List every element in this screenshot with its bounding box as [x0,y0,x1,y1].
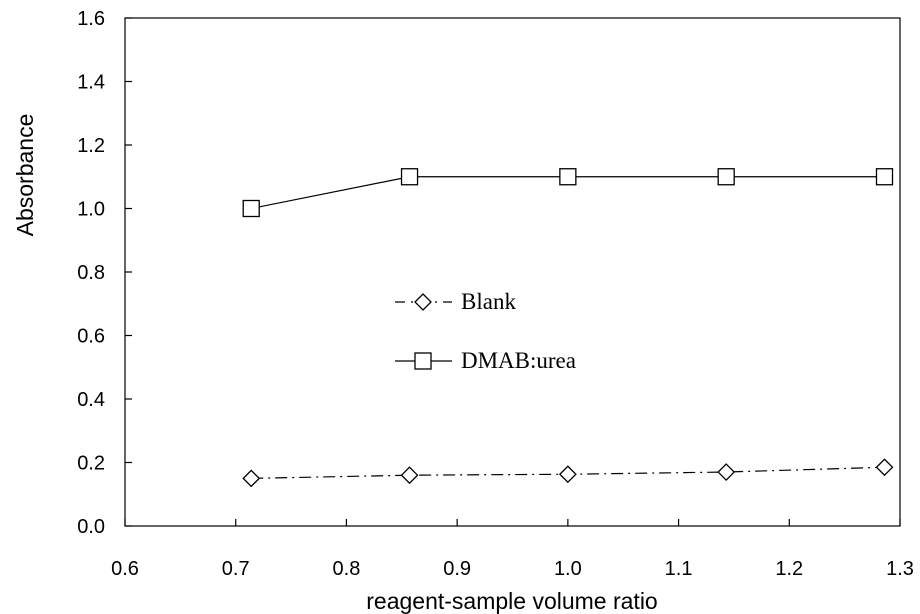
y-tick-label: 0.2 [77,453,105,475]
y-tick-label: 1.4 [77,72,105,94]
y-tick-label: 1.6 [77,8,105,30]
y-tick-label: 0.8 [77,262,105,284]
data-point-blank [875,458,894,477]
data-point-dmab-urea [400,168,419,186]
plot-frame [124,17,901,527]
data-point-blank [558,465,577,484]
data-point-dmab-urea [559,168,577,186]
data-point-dmab-urea [242,199,260,218]
x-tick-label: 1.3 [886,558,914,580]
legend-label-dmab-urea: DMAB:urea [461,348,576,373]
y-tick-label: 1.0 [77,199,105,221]
x-axis-title: reagent-sample volume ratio [366,588,657,614]
x-tick-label: 1.1 [665,558,693,580]
y-tick-label: 0.6 [77,326,105,348]
data-point-blank [242,469,261,488]
y-axis-ticks: 0.0 0.2 0.4 0.6 0.8 1.0 1.2 1.4 1.6 [77,8,132,538]
legend-marker-blank [414,293,432,311]
x-axis-ticks: 0.6 0.7 0.8 0.9 1.0 1.1 1.2 1.3 [111,519,914,580]
data-point-blank [400,466,419,485]
series-layer [242,168,894,488]
y-tick-label: 0.0 [77,516,105,538]
x-tick-label: 1.2 [775,558,803,580]
legend-label-blank: Blank [461,289,516,314]
y-tick-label: 0.4 [77,389,105,411]
legend: Blank DMAB:urea [395,289,576,373]
x-tick-label: 1.0 [554,558,582,580]
x-tick-label: 0.6 [111,558,139,580]
legend-marker-dmab-urea [414,352,432,370]
data-point-blank [717,463,736,481]
data-point-dmab-urea [875,168,894,186]
x-tick-label: 0.9 [443,558,471,580]
y-axis-title: Absorbance [12,114,38,237]
data-point-dmab-urea [717,168,735,186]
x-tick-label: 0.7 [222,558,250,580]
y-tick-label: 1.2 [77,135,105,157]
x-tick-label: 0.8 [333,558,361,580]
